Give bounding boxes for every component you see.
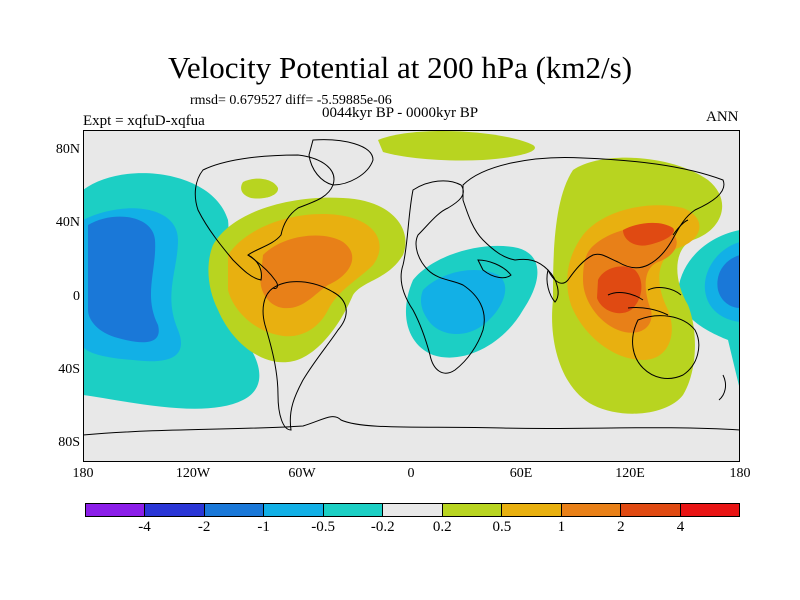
pacific-blue-region <box>88 216 159 343</box>
period-label: 0044kyr BP - 0000kyr BP <box>322 105 479 121</box>
australia-coast <box>632 315 700 379</box>
colorbar-label: -4 <box>138 519 151 535</box>
colorbar-cell <box>323 504 384 516</box>
asia-coast <box>462 157 725 284</box>
asia-redorange-region <box>597 266 642 314</box>
colorbar-cell <box>680 504 739 516</box>
east-pacific-blue-region <box>717 255 740 308</box>
north-america-coast <box>194 154 335 281</box>
antarctica-coast <box>83 416 740 436</box>
x-tick-60e: 60E <box>509 466 533 481</box>
colorbar-cell <box>86 504 146 516</box>
y-tick-80s: 80S <box>58 435 80 450</box>
arctic-yellowgreen-region <box>378 130 535 161</box>
greenland-coast <box>308 139 374 186</box>
x-tick-120w: 120W <box>175 466 211 481</box>
colorbar-cell <box>442 504 503 516</box>
x-tick-0: 0 <box>407 466 415 481</box>
colorbar-cell <box>264 504 324 516</box>
colorbar-label: -2 <box>197 519 211 535</box>
central-america-coast <box>247 254 278 289</box>
europe-africa-coast <box>400 180 485 374</box>
y-tick-40s: 40S <box>58 362 80 377</box>
x-tick-120e: 120E <box>615 466 645 481</box>
map-frame <box>83 130 740 462</box>
season-label: ANN <box>706 109 739 125</box>
stats-text: rmsd= 0.679527 diff= -5.59885e-06 <box>190 93 392 108</box>
y-tick-0: 0 <box>73 289 80 304</box>
map-title: Velocity Potential at 200 hPa (km2/s) <box>167 50 633 85</box>
y-tick-40n: 40N <box>55 215 80 230</box>
map-panel <box>83 130 740 462</box>
colorbar-label: -0.2 <box>370 519 395 535</box>
colorbar-cell <box>145 504 205 516</box>
new-zealand-coast <box>718 374 727 401</box>
x-tick-60w: 60W <box>288 466 316 481</box>
colorbar-cell <box>204 504 265 516</box>
y-tick-80n: 80N <box>55 142 80 157</box>
colorbar-label: -0.5 <box>311 519 336 535</box>
japan-coast <box>672 219 689 236</box>
colorbar-cell <box>561 504 622 516</box>
colorbar-label: 0.5 <box>492 519 512 535</box>
colorbar-label: 1 <box>557 519 566 535</box>
experiment-label: Expt = xqfuD-xqfua <box>83 113 205 129</box>
x-tick-180e: 180 <box>729 466 751 481</box>
india-coast <box>546 269 559 303</box>
colorbar-label: 4 <box>676 519 685 535</box>
colorbar-cell <box>621 504 681 516</box>
maritime-continent-coast <box>607 287 682 316</box>
south-america-coast <box>262 281 347 431</box>
x-tick-180w: 180 <box>72 466 94 481</box>
colorbar <box>85 503 740 517</box>
coastlines <box>83 139 740 436</box>
atlantic-darkorange-region <box>260 235 353 309</box>
colorbar-label: -1 <box>257 519 270 535</box>
colorbar-label: 0.2 <box>432 519 452 535</box>
greenland-yellowgreen-region <box>241 178 279 199</box>
colorbar-label: 2 <box>617 519 625 535</box>
arabia-coast <box>477 259 512 279</box>
asia-ridge-region <box>623 222 674 246</box>
colorbar-cell <box>383 504 443 516</box>
colorbar-cell <box>502 504 562 516</box>
